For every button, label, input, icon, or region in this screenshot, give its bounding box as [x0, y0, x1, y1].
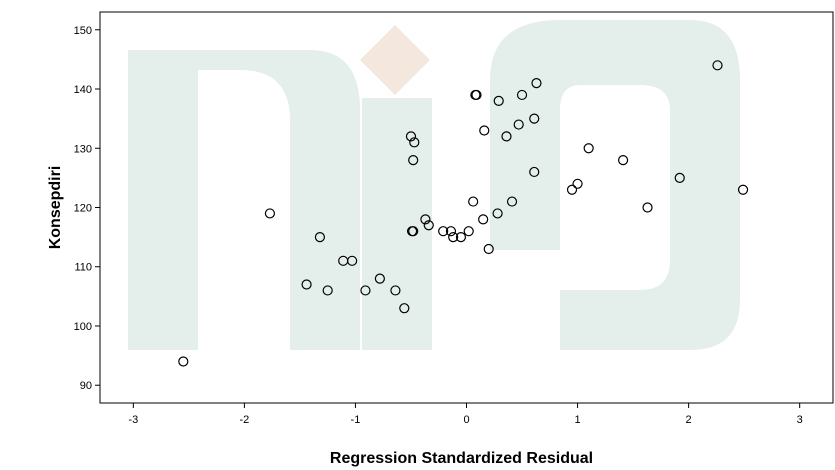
scatter-point — [360, 285, 371, 296]
y-axis: 90 100 110 120 130 140 150 — [74, 25, 100, 392]
scatter-point — [420, 214, 431, 225]
scatter-point — [390, 285, 401, 296]
scatter-point — [408, 226, 419, 237]
scatter-point — [516, 89, 528, 101]
scatter-point — [529, 113, 540, 124]
x-tick-label: 3 — [797, 414, 803, 426]
x-tick-label: 1 — [574, 414, 580, 426]
y-tick-label: 130 — [74, 143, 92, 155]
scatter-point — [347, 255, 358, 266]
x-tick-label: -1 — [351, 414, 361, 426]
scatter-point — [264, 208, 276, 219]
y-tick-label: 120 — [74, 203, 92, 215]
y-tick-label: 110 — [74, 262, 92, 274]
scatter-point — [438, 226, 449, 237]
scatter-point — [583, 143, 594, 154]
scatter-point — [513, 119, 524, 130]
scatter-point — [301, 279, 312, 290]
scatter-point — [493, 95, 504, 106]
scatter-point — [314, 232, 325, 243]
watermark-shape-center — [362, 98, 432, 350]
x-axis: -3 -2 -1 0 1 2 3 — [128, 403, 803, 426]
scatter-point — [409, 137, 420, 148]
watermark-shape-left — [128, 50, 360, 350]
scatter-point — [471, 89, 482, 101]
x-tick-label: -2 — [239, 414, 249, 426]
scatter-point — [642, 202, 653, 213]
scatter-point — [399, 303, 410, 314]
scatter-point — [617, 155, 629, 166]
scatter-point — [445, 226, 457, 237]
scatter-point — [483, 243, 494, 255]
x-axis-title: Regression Standardized Residual — [330, 450, 593, 467]
watermark-shape-right — [490, 20, 740, 350]
scatter-point — [712, 60, 723, 71]
scatter-point — [492, 208, 503, 219]
scatter-point — [572, 178, 583, 189]
y-tick-label: 140 — [74, 84, 92, 96]
scatter-point — [674, 172, 685, 183]
y-axis-title: Konsepdiri — [47, 166, 64, 250]
scatter-point — [322, 285, 333, 296]
scatter-point — [405, 131, 417, 142]
scatter-point — [374, 273, 385, 284]
y-tick-label: 90 — [80, 380, 92, 392]
scatter-point — [463, 226, 474, 237]
scatter-point — [506, 196, 518, 207]
scatter-point — [178, 356, 189, 367]
scatter-point — [737, 184, 749, 195]
scatter-point — [448, 232, 459, 243]
x-tick-label: 0 — [463, 414, 469, 426]
scatter-point — [479, 125, 490, 136]
scatter-point — [501, 131, 512, 142]
data-points — [178, 60, 749, 367]
y-tick-label: 150 — [74, 25, 92, 37]
scatter-point — [531, 77, 542, 89]
scatter-point — [408, 155, 419, 166]
watermark-logo — [128, 20, 740, 350]
scatter-point — [455, 232, 467, 243]
watermark-diamond — [360, 25, 430, 95]
y-tick-label: 100 — [74, 321, 92, 333]
scatter-point — [478, 214, 489, 225]
x-tick-label: -3 — [128, 414, 138, 426]
scatter-point — [566, 184, 578, 195]
scatter-point — [529, 166, 540, 178]
x-tick-label: 2 — [686, 414, 692, 426]
scatter-point — [423, 220, 434, 231]
scatter-point — [468, 196, 479, 207]
